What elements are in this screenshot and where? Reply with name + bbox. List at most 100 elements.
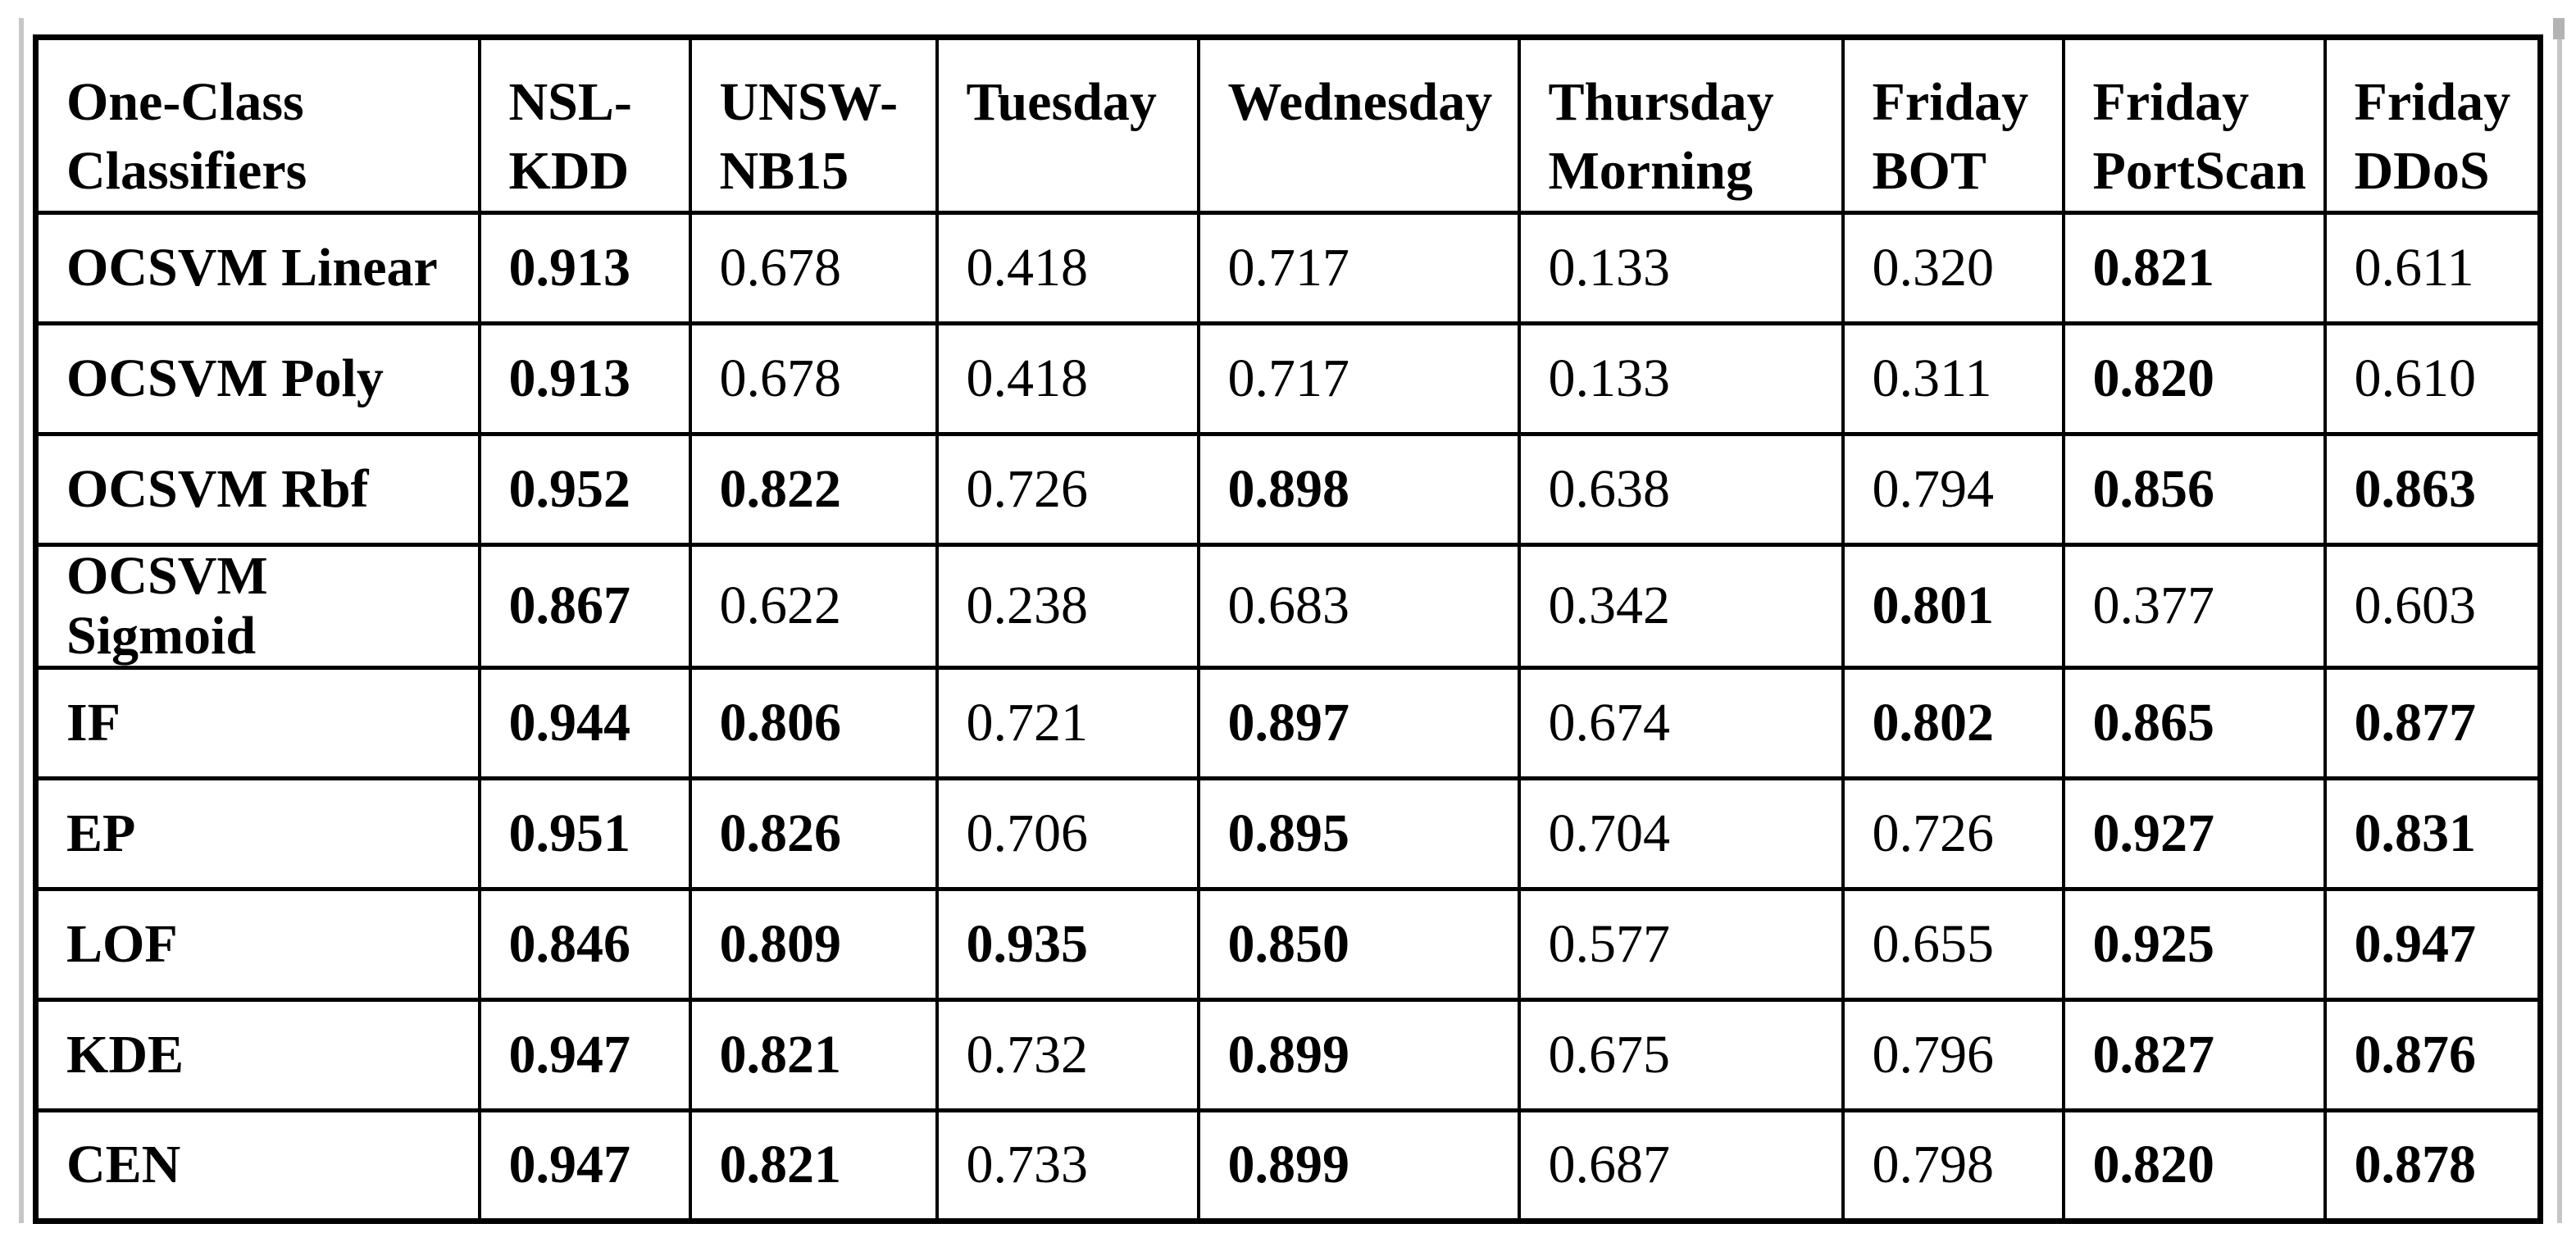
- column-header: Tuesday: [935, 35, 1200, 215]
- metric-value-cell: 0.377: [2061, 543, 2327, 670]
- metric-value-cell: 0.603: [2323, 543, 2542, 670]
- metric-value-cell: 0.935: [935, 887, 1200, 1002]
- scrollbar-thumb[interactable]: [2553, 18, 2565, 39]
- metric-value-cell: 0.831: [2323, 776, 2542, 891]
- metric-value-cell: 0.801: [1841, 543, 2065, 670]
- metric-value-cell: 0.846: [477, 887, 692, 1002]
- column-header: Friday PortScan: [2061, 35, 2327, 215]
- metric-value-cell: 0.577: [1517, 887, 1845, 1002]
- metric-value-cell: 0.899: [1196, 1108, 1521, 1223]
- metric-value-cell: 0.822: [688, 432, 939, 547]
- metric-value-cell: 0.311: [1841, 321, 2065, 436]
- metric-value-cell: 0.342: [1517, 543, 1845, 670]
- metric-value-cell: 0.826: [688, 776, 939, 891]
- metric-value-cell: 0.877: [2323, 666, 2542, 780]
- metric-value-cell: 0.827: [2061, 998, 2327, 1112]
- table-header: One-Class Classifiers NSL-KDD UNSW-NB15 Tue…: [34, 35, 2542, 215]
- metric-value-cell: 0.717: [1196, 321, 1521, 436]
- metric-value-cell: 0.796: [1841, 998, 2065, 1112]
- classifier-name-cell: OCSVM Poly: [34, 321, 481, 436]
- metric-value-cell: 0.913: [477, 321, 692, 436]
- metric-value-cell: 0.951: [477, 776, 692, 891]
- metric-value-cell: 0.806: [688, 666, 939, 780]
- metric-value-cell: 0.706: [935, 776, 1200, 891]
- metric-value-cell: 0.947: [477, 998, 692, 1112]
- table-row: CEN 0.947 0.821 0.733 0.899 0.687 0.798 0.820 0.…: [34, 1108, 2542, 1223]
- metric-value-cell: 0.863: [2323, 432, 2542, 547]
- metric-value-cell: 0.611: [2323, 211, 2542, 325]
- column-header: Wednesday: [1196, 35, 1521, 215]
- classifier-name-cell: OCSVM Sigmoid: [34, 543, 481, 670]
- metric-value-cell: 0.674: [1517, 666, 1845, 780]
- table-row: EP 0.951 0.826 0.706 0.895 0.704 0.726 0.927 0.8…: [34, 776, 2542, 891]
- classifier-name-cell: KDE: [34, 998, 481, 1112]
- metric-value-cell: 0.418: [935, 211, 1200, 325]
- classifier-results-table: One-Class Classifiers NSL-KDD UNSW-NB15 Tue…: [33, 34, 2543, 1225]
- metric-value-cell: 0.418: [935, 321, 1200, 436]
- metric-value-cell: 0.610: [2323, 321, 2542, 436]
- metric-value-cell: 0.947: [477, 1108, 692, 1223]
- metric-value-cell: 0.732: [935, 998, 1200, 1112]
- metric-value-cell: 0.726: [1841, 776, 2065, 891]
- metric-value-cell: 0.856: [2061, 432, 2327, 547]
- table-row: OCSVM Poly 0.913 0.678 0.418 0.717 0.133 0.311…: [34, 321, 2542, 436]
- metric-value-cell: 0.925: [2061, 887, 2327, 1002]
- metric-value-cell: 0.809: [688, 887, 939, 1002]
- metric-value-cell: 0.133: [1517, 321, 1845, 436]
- column-header: Friday DDoS: [2323, 35, 2542, 215]
- column-header: Thursday Morning: [1517, 35, 1845, 215]
- metric-value-cell: 0.655: [1841, 887, 2065, 1002]
- column-header: NSL-KDD: [477, 35, 692, 215]
- header-row: One-Class Classifiers NSL-KDD UNSW-NB15 Tue…: [34, 35, 2542, 215]
- table-row: IF 0.944 0.806 0.721 0.897 0.674 0.802 0.865 0.8…: [34, 666, 2542, 780]
- table-body: OCSVM Linear 0.913 0.678 0.418 0.717 0.133 0.3…: [34, 211, 2542, 1223]
- metric-value-cell: 0.320: [1841, 211, 2065, 325]
- metric-value-cell: 0.683: [1196, 543, 1521, 670]
- table-row: OCSVM Rbf 0.952 0.822 0.726 0.898 0.638 0.794 0…: [34, 432, 2542, 547]
- metric-value-cell: 0.721: [935, 666, 1200, 780]
- column-header: One-Class Classifiers: [34, 35, 481, 215]
- metric-value-cell: 0.821: [688, 1108, 939, 1223]
- metric-value-cell: 0.867: [477, 543, 692, 670]
- metric-value-cell: 0.717: [1196, 211, 1521, 325]
- metric-value-cell: 0.798: [1841, 1108, 2065, 1223]
- metric-value-cell: 0.947: [2323, 887, 2542, 1002]
- metric-value-cell: 0.820: [2061, 1108, 2327, 1223]
- metric-value-cell: 0.878: [2323, 1108, 2542, 1223]
- metric-value-cell: 0.733: [935, 1108, 1200, 1223]
- table-row: OCSVM Linear 0.913 0.678 0.418 0.717 0.133 0.3…: [34, 211, 2542, 325]
- page-edge-line-left: [19, 18, 24, 1223]
- metric-value-cell: 0.704: [1517, 776, 1845, 891]
- metric-value-cell: 0.638: [1517, 432, 1845, 547]
- metric-value-cell: 0.675: [1517, 998, 1845, 1112]
- metric-value-cell: 0.802: [1841, 666, 2065, 780]
- metric-value-cell: 0.622: [688, 543, 939, 670]
- metric-value-cell: 0.820: [2061, 321, 2327, 436]
- metric-value-cell: 0.927: [2061, 776, 2327, 891]
- metric-value-cell: 0.898: [1196, 432, 1521, 547]
- classifier-name-cell: OCSVM Linear: [34, 211, 481, 325]
- classifier-name-cell: EP: [34, 776, 481, 891]
- metric-value-cell: 0.133: [1517, 211, 1845, 325]
- metric-value-cell: 0.913: [477, 211, 692, 325]
- column-header: UNSW-NB15: [688, 35, 939, 215]
- metric-value-cell: 0.821: [2061, 211, 2327, 325]
- metric-value-cell: 0.238: [935, 543, 1200, 670]
- classifier-name-cell: IF: [34, 666, 481, 780]
- metric-value-cell: 0.821: [688, 998, 939, 1112]
- metric-value-cell: 0.944: [477, 666, 692, 780]
- metric-value-cell: 0.678: [688, 211, 939, 325]
- metric-value-cell: 0.678: [688, 321, 939, 436]
- scrollbar-track: [2557, 18, 2562, 1223]
- metric-value-cell: 0.895: [1196, 776, 1521, 891]
- classifier-name-cell: CEN: [34, 1108, 481, 1223]
- classifier-name-cell: LOF: [34, 887, 481, 1002]
- classifier-name-cell: OCSVM Rbf: [34, 432, 481, 547]
- column-header: Friday BOT: [1841, 35, 2065, 215]
- metric-value-cell: 0.876: [2323, 998, 2542, 1112]
- table-row: OCSVM Sigmoid 0.867 0.622 0.238 0.683 0.342 0.…: [34, 543, 2542, 670]
- metric-value-cell: 0.865: [2061, 666, 2327, 780]
- metric-value-cell: 0.687: [1517, 1108, 1845, 1223]
- table-row: LOF 0.846 0.809 0.935 0.850 0.577 0.655 0.925 0.…: [34, 887, 2542, 1002]
